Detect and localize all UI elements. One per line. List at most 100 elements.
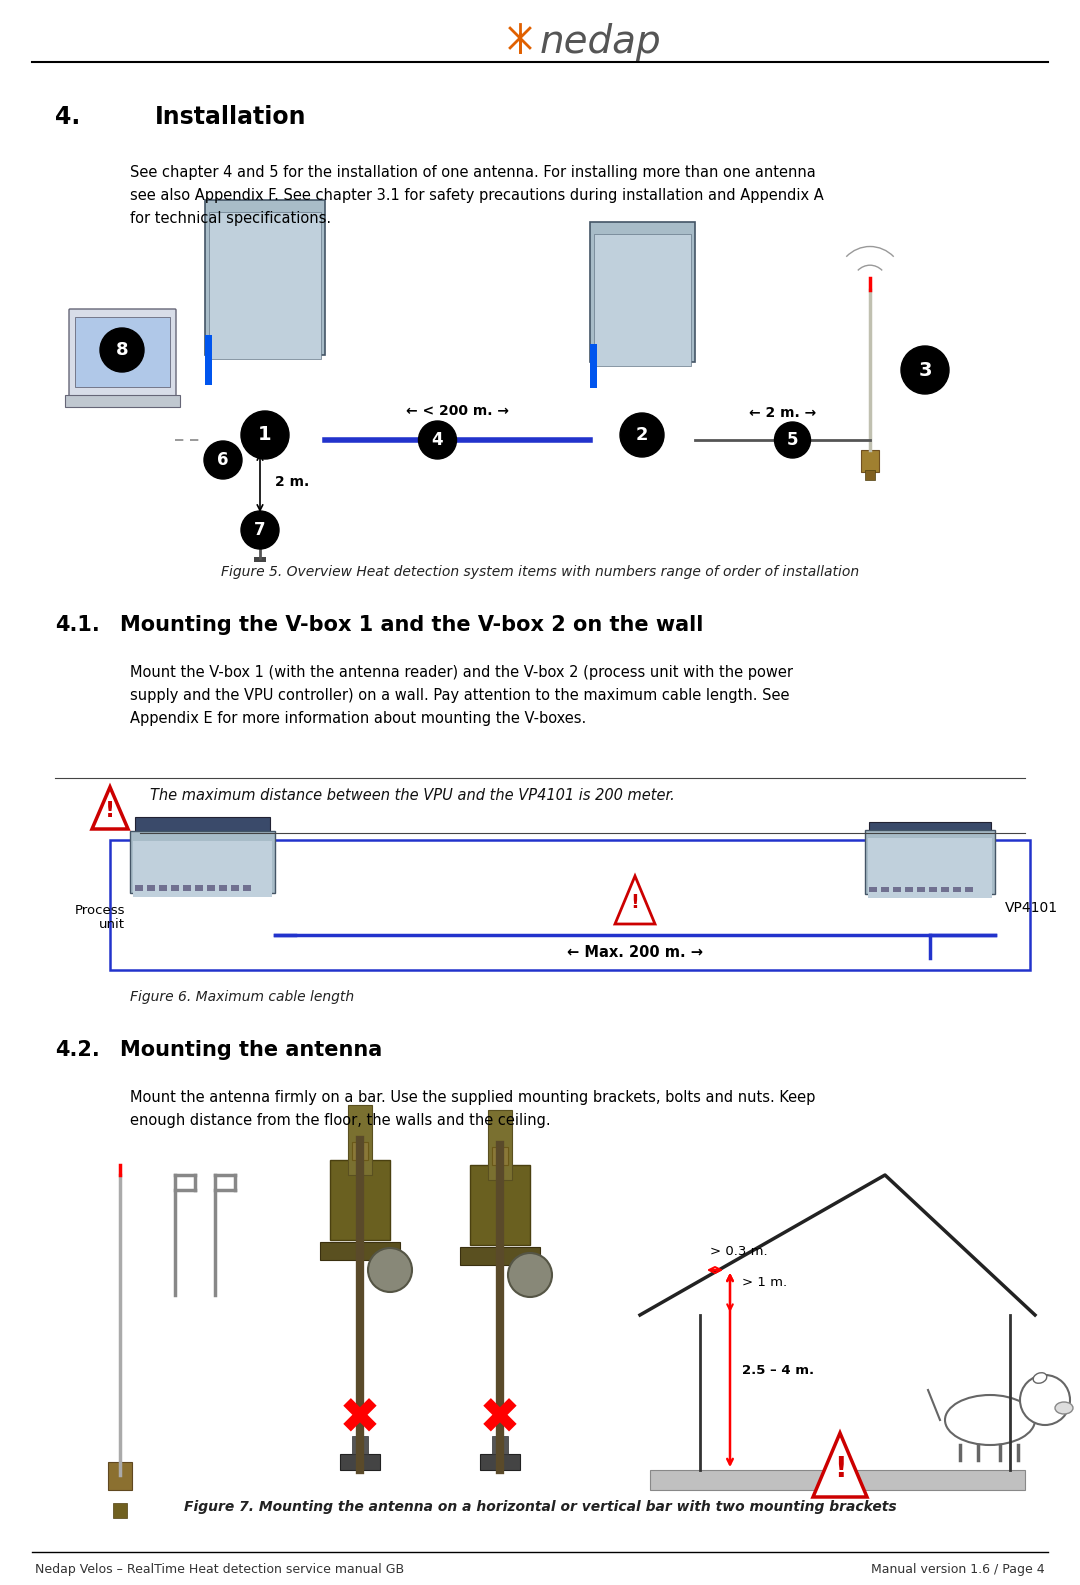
Bar	[207, 884, 215, 891]
Bar	[599, 304, 644, 320]
Bar	[195, 884, 203, 891]
Circle shape	[774, 422, 810, 458]
Bar	[135, 884, 143, 891]
Circle shape	[1020, 1376, 1070, 1425]
Circle shape	[241, 411, 289, 460]
Text: ← Max. 200 m. →: ← Max. 200 m. →	[567, 945, 703, 961]
Text: ← 2 m. →: ← 2 m. →	[748, 406, 816, 420]
Bar	[183, 884, 191, 891]
Bar	[171, 884, 179, 891]
Text: Mount the V-box 1 (with the antenna reader) and the V-box 2 (process unit with t: Mount the V-box 1 (with the antenna read…	[130, 666, 793, 726]
Bar	[138, 870, 195, 877]
Text: 2 m.: 2 m.	[275, 476, 309, 490]
Bar	[218, 854, 224, 865]
Text: Figure 6. Maximum cable length: Figure 6. Maximum cable length	[130, 991, 354, 1003]
Bar	[590, 222, 696, 361]
Bar	[254, 556, 266, 563]
Text: Installation: Installation	[156, 105, 307, 128]
Text: !: !	[631, 892, 639, 911]
Text: VP4101: VP4101	[1005, 900, 1058, 915]
Bar	[905, 888, 913, 892]
Polygon shape	[615, 877, 654, 924]
Bar	[65, 395, 180, 407]
Bar	[216, 288, 271, 307]
Bar	[205, 334, 212, 385]
Bar	[470, 1165, 530, 1244]
Bar	[275, 300, 281, 311]
Text: Nedap Velos – RealTime Heat detection service manual GB: Nedap Velos – RealTime Heat detection se…	[35, 1563, 404, 1577]
Bar	[861, 450, 879, 472]
Bar	[488, 1110, 512, 1179]
Text: !: !	[105, 800, 116, 821]
Text: unit: unit	[99, 918, 125, 932]
Bar	[130, 831, 275, 892]
Text: ✖: ✖	[480, 1396, 521, 1444]
Bar	[869, 888, 877, 892]
Ellipse shape	[1055, 1403, 1074, 1414]
Bar	[216, 317, 271, 325]
Bar	[340, 1453, 380, 1469]
Bar	[648, 314, 653, 323]
Circle shape	[204, 441, 242, 479]
Text: 4.1.: 4.1.	[55, 615, 99, 636]
Bar	[210, 212, 321, 358]
Polygon shape	[92, 788, 129, 829]
Bar	[113, 1503, 127, 1518]
Text: > 1 m.: > 1 m.	[742, 1276, 787, 1289]
Text: Mounting the V-box 1 and the V-box 2 on the wall: Mounting the V-box 1 and the V-box 2 on …	[120, 615, 703, 636]
Text: 3: 3	[918, 360, 932, 379]
Bar	[650, 1469, 1025, 1490]
Bar	[594, 235, 691, 366]
Text: 5: 5	[786, 431, 798, 449]
Bar	[243, 884, 251, 891]
Bar	[872, 873, 922, 880]
Bar	[656, 314, 661, 323]
Circle shape	[241, 510, 279, 548]
Text: ✖: ✖	[339, 1396, 381, 1444]
Bar	[869, 823, 991, 857]
Bar	[213, 235, 318, 295]
Circle shape	[368, 1247, 411, 1292]
Circle shape	[100, 328, 144, 372]
Circle shape	[508, 1254, 552, 1297]
Ellipse shape	[945, 1395, 1035, 1446]
Bar	[492, 1436, 508, 1453]
Bar	[135, 816, 270, 854]
Bar	[330, 1160, 390, 1239]
Bar	[893, 888, 901, 892]
Bar	[210, 854, 215, 865]
Bar	[284, 300, 291, 311]
Text: Manual version 1.6 / Page 4: Manual version 1.6 / Page 4	[872, 1563, 1045, 1577]
Bar	[108, 1461, 132, 1490]
Bar	[865, 471, 875, 480]
Bar	[945, 857, 951, 867]
Text: The maximum distance between the VPU and the VP4101 is 200 meter.: The maximum distance between the VPU and…	[150, 788, 675, 804]
Text: Mount the antenna firmly on a bar. Use the supplied mounting brackets, bolts and: Mount the antenna firmly on a bar. Use t…	[130, 1090, 815, 1129]
Bar	[492, 1148, 508, 1165]
Bar	[881, 888, 889, 892]
Bar	[953, 888, 961, 892]
Text: Process: Process	[75, 903, 125, 916]
Text: 8: 8	[116, 341, 129, 358]
Bar	[110, 840, 1030, 970]
Text: 4.2.: 4.2.	[55, 1040, 99, 1060]
Text: Mounting the antenna: Mounting the antenna	[120, 1040, 382, 1060]
Bar	[590, 344, 597, 388]
Bar	[200, 854, 206, 865]
Bar	[596, 258, 689, 311]
Text: 4: 4	[432, 431, 443, 449]
Bar	[599, 330, 644, 336]
Bar	[927, 857, 933, 867]
Bar	[929, 888, 937, 892]
Text: > 0.3 m.: > 0.3 m.	[710, 1244, 768, 1258]
Text: ← < 200 m. →: ← < 200 m. →	[406, 404, 509, 418]
Bar	[865, 831, 995, 894]
Bar	[219, 884, 227, 891]
Bar	[460, 1247, 540, 1265]
Bar	[75, 317, 170, 387]
FancyBboxPatch shape	[69, 309, 176, 396]
Ellipse shape	[1034, 1373, 1047, 1384]
Text: See chapter 4 and 5 for the installation of one antenna. For installing more tha: See chapter 4 and 5 for the installation…	[130, 165, 824, 225]
Circle shape	[901, 346, 949, 395]
Text: 2.5 – 4 m.: 2.5 – 4 m.	[742, 1363, 814, 1376]
